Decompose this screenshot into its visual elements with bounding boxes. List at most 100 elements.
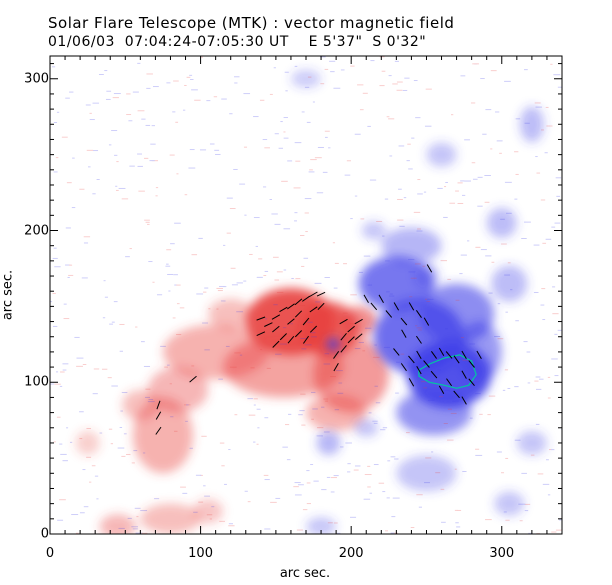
noise-speck — [271, 213, 278, 215]
noise-speck — [168, 290, 171, 292]
noise-speck — [382, 427, 388, 429]
positive-field-region — [208, 298, 254, 330]
noise-speck — [66, 427, 69, 429]
noise-speck — [455, 299, 460, 301]
noise-speck — [145, 221, 150, 223]
noise-speck — [208, 308, 211, 310]
noise-speck — [324, 400, 329, 402]
noise-speck — [504, 80, 511, 82]
field-vector — [333, 362, 339, 372]
field-vector — [256, 316, 266, 321]
field-vector — [309, 325, 318, 333]
noise-speck — [53, 171, 58, 173]
positive-polarity-group — [75, 288, 389, 534]
noise-speck — [364, 327, 372, 329]
noise-speck — [282, 446, 288, 448]
noise-speck — [554, 375, 559, 377]
field-vector — [370, 302, 378, 311]
field-vector — [287, 335, 295, 344]
noise-speck — [427, 399, 435, 401]
noise-speck — [363, 255, 371, 257]
noise-speck — [390, 456, 396, 458]
noise-speck — [301, 111, 305, 113]
noise-speck — [558, 519, 562, 521]
noise-speck — [437, 187, 443, 189]
noise-speck — [264, 417, 269, 419]
noise-speck — [490, 70, 497, 72]
noise-speck — [293, 486, 299, 488]
noise-speck — [426, 300, 430, 302]
noise-speck — [551, 226, 556, 228]
noise-speck — [209, 518, 212, 520]
noise-speck — [408, 168, 413, 170]
noise-speck — [390, 532, 395, 534]
noise-speck — [224, 483, 227, 485]
noise-speck — [111, 385, 118, 387]
negative-field-region — [414, 263, 439, 289]
noise-speck — [459, 273, 463, 275]
noise-speck — [89, 112, 92, 114]
noise-speck — [477, 205, 483, 207]
noise-speck — [392, 83, 398, 85]
noise-speck — [53, 247, 57, 249]
field-vector — [294, 330, 303, 338]
x-tick-label: 0 — [45, 546, 55, 561]
noise-speck — [133, 450, 138, 452]
noise-speck — [233, 168, 238, 170]
noise-speck — [398, 145, 405, 147]
noise-speck — [166, 82, 171, 84]
noise-speck — [374, 344, 377, 346]
noise-speck — [557, 329, 562, 331]
noise-speck — [67, 276, 70, 278]
noise-speck — [417, 193, 423, 195]
noise-speck — [526, 351, 531, 353]
field-vector — [415, 310, 422, 318]
noise-speck — [57, 519, 64, 521]
noise-speck — [239, 183, 246, 185]
noise-speck — [56, 416, 61, 418]
noise-speck — [500, 218, 505, 220]
y-tick-label: 100 — [24, 374, 49, 390]
noise-speck — [295, 160, 301, 162]
noise-speck — [176, 303, 180, 305]
field-vector — [316, 291, 326, 297]
noise-speck — [457, 182, 463, 184]
noise-speck — [456, 509, 462, 511]
field-vector — [333, 351, 340, 359]
noise-speck — [467, 240, 470, 242]
noise-speck — [188, 167, 196, 169]
noise-speck — [501, 472, 505, 474]
noise-speck — [221, 98, 227, 100]
noise-speck — [353, 469, 359, 471]
noise-speck — [293, 187, 301, 189]
noise-speck — [231, 284, 238, 286]
noise-speck — [280, 343, 288, 345]
negative-field-region — [494, 491, 525, 516]
noise-speck — [229, 113, 233, 115]
noise-speck — [447, 278, 451, 280]
negative-field-region — [491, 265, 528, 302]
noise-speck — [417, 329, 422, 331]
noise-speck — [247, 501, 251, 503]
noise-speck — [370, 60, 375, 62]
noise-speck — [65, 97, 70, 99]
noise-speck — [507, 387, 511, 389]
noise-speck — [98, 74, 104, 76]
noise-speck — [50, 383, 55, 385]
noise-speck — [294, 142, 302, 144]
noise-speck — [186, 76, 191, 78]
noise-speck — [137, 62, 141, 64]
noise-speck — [209, 143, 215, 145]
negative-field-region — [381, 227, 442, 264]
noise-speck — [155, 187, 159, 189]
noise-speck — [392, 497, 400, 499]
noise-speck — [283, 137, 289, 139]
noise-speck — [297, 484, 304, 486]
magnetic-field-map — [50, 56, 562, 534]
noise-speck — [406, 160, 410, 162]
noise-speck — [445, 181, 448, 183]
noise-speck — [551, 531, 557, 533]
noise-speck — [475, 246, 481, 248]
figure-subtitle: 01/06/03 07:04:24-07:05:30 UT E 5'37" S … — [48, 34, 427, 50]
